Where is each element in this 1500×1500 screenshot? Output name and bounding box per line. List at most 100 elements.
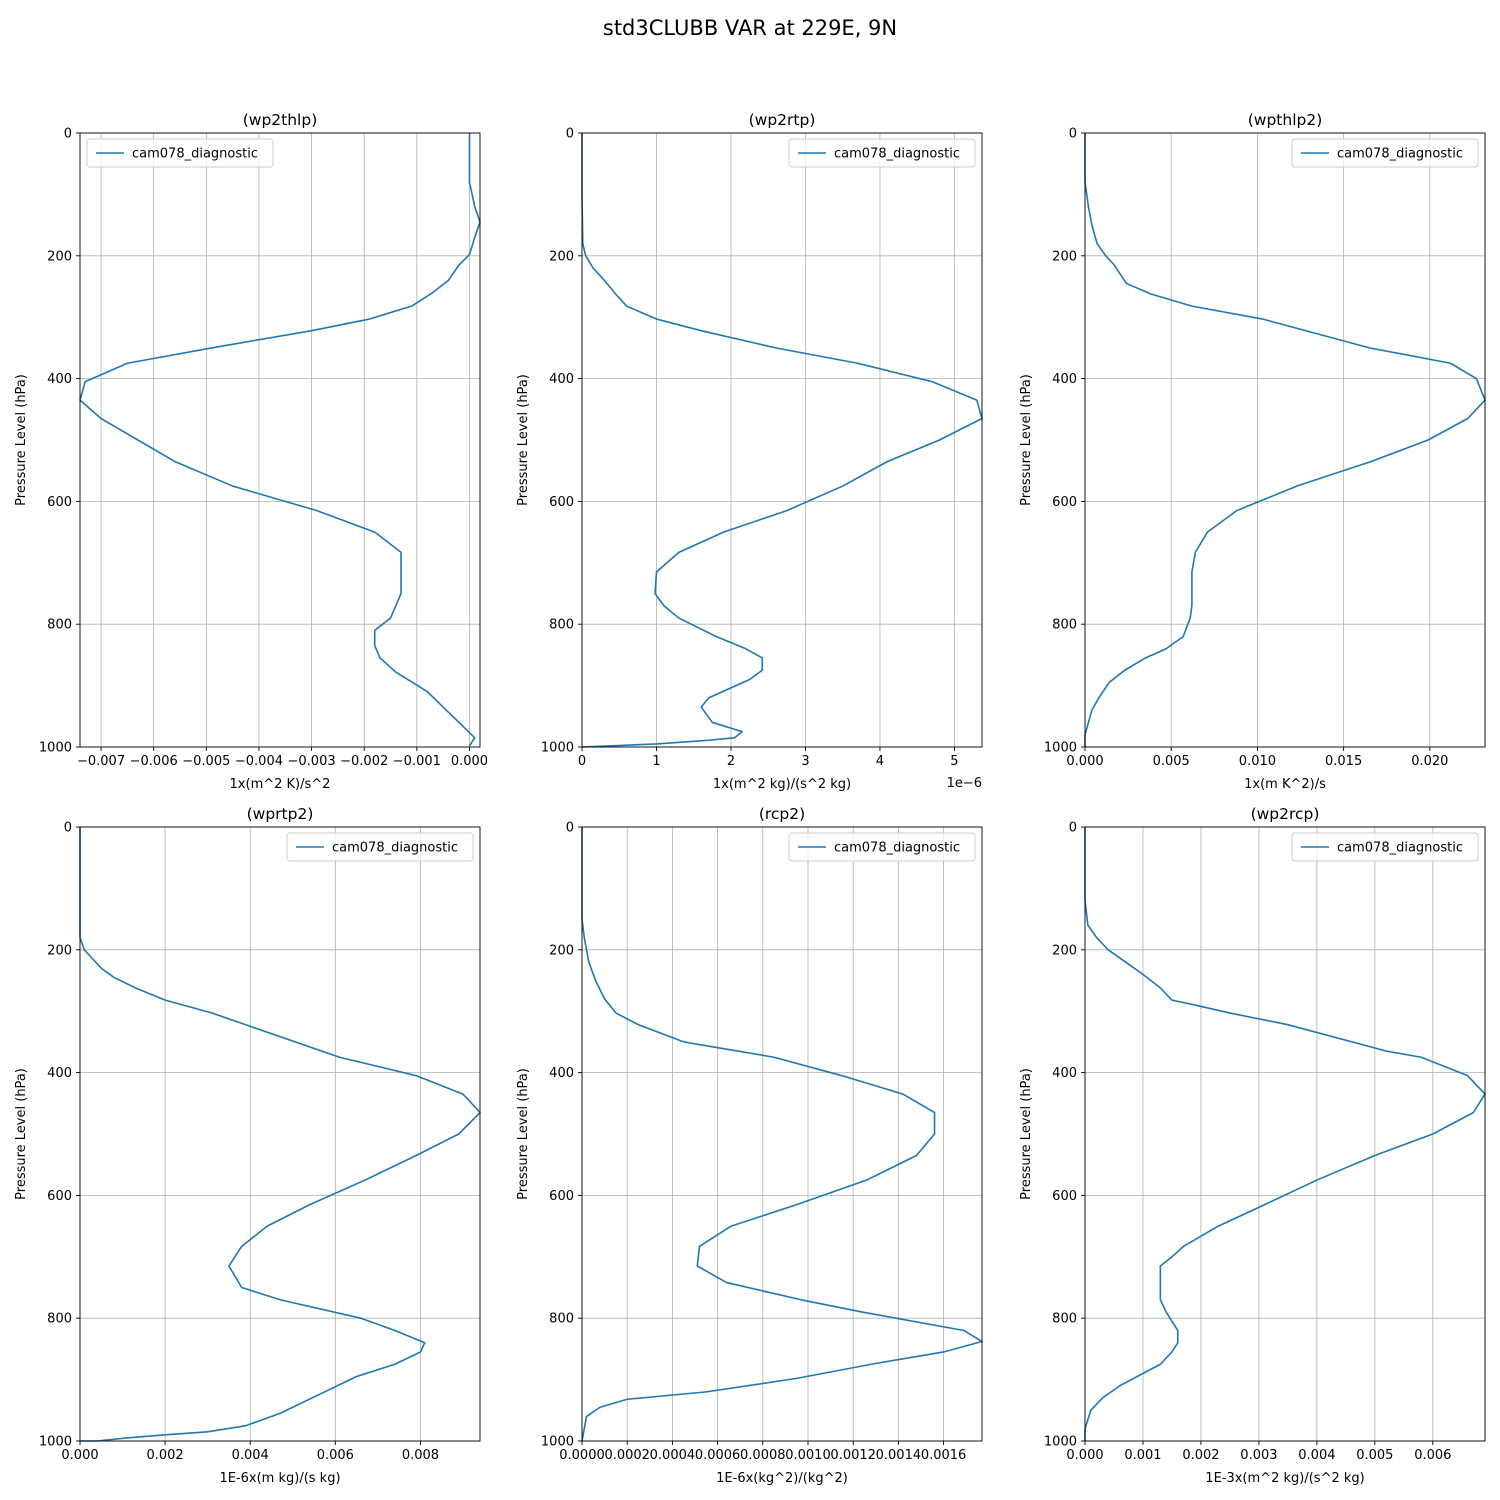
legend: cam078_diagnostic (286, 832, 474, 862)
y-tick-label: 200 (47, 943, 72, 958)
y-tick-label: 0 (64, 821, 72, 836)
x-tick-label: 0.000 (1066, 1448, 1103, 1463)
y-axis-label: Pressure Level (hPa) (14, 1068, 29, 1200)
x-tick-label: 0.0016 (921, 1448, 967, 1463)
x-axis-label: 1E-6x(m kg)/(s kg) (219, 1471, 340, 1486)
x-tick-label: 0.0000 (559, 1448, 605, 1463)
x-tick-label: −0.007 (77, 754, 125, 769)
series-line (581, 827, 983, 1442)
legend-label: cam078_diagnostic (332, 841, 458, 856)
x-axis-label: 1x(m^2 kg)/(s^2 kg) (713, 777, 851, 792)
axes-frame (581, 132, 983, 748)
y-tick-label: 1000 (39, 1435, 72, 1450)
series-line (79, 133, 481, 747)
axes-frame (581, 826, 983, 1442)
chart-title: (wp2rcp) (1251, 805, 1320, 823)
chart-title: (rcp2) (759, 805, 805, 823)
series-line (79, 827, 481, 1442)
series-line (1084, 133, 1486, 747)
x-tick-label: −0.001 (393, 754, 441, 769)
y-tick-label: 800 (1052, 618, 1077, 633)
y-tick-label: 800 (1052, 1312, 1077, 1327)
chart-title: (wp2thlp) (243, 111, 318, 129)
x-tick-label: −0.005 (182, 754, 230, 769)
axes-frame (79, 826, 481, 1442)
chart-panel: 0.0000 0.0002 0.0004 0.0006 0.0008 0.0010 0.00… (516, 805, 983, 1486)
y-tick-label: 0 (1069, 127, 1077, 142)
y-tick-label: 200 (549, 249, 574, 264)
y-tick-label: 1000 (39, 741, 72, 756)
x-tick-label: 0.002 (1182, 1448, 1219, 1463)
legend-box (1291, 138, 1479, 168)
x-axis-label: 1E-3x(m^2 kg)/(s^2 kg) (1205, 1471, 1364, 1486)
legend-label: cam078_diagnostic (1337, 841, 1463, 856)
y-tick-label: 600 (549, 495, 574, 510)
y-tick-label: 600 (47, 495, 72, 510)
chart-title: (wprtp2) (247, 805, 314, 823)
y-tick-label: 400 (549, 1066, 574, 1081)
y-axis-label: Pressure Level (hPa) (14, 374, 29, 506)
chart-panel: 0.000 0.001 0.002 0.003 0.004 0.005 0.006 0 200 4… (1019, 805, 1486, 1486)
x-tick-label: 4 (876, 754, 884, 769)
x-tick-label: 0.005 (1153, 754, 1190, 769)
x-tick-label: 0.001 (1124, 1448, 1161, 1463)
legend-box (788, 832, 976, 862)
y-tick-label: 800 (47, 1312, 72, 1327)
y-tick-label: 1000 (541, 1435, 574, 1450)
x-tick-label: 5 (950, 754, 958, 769)
x-tick-label: 0.002 (146, 1448, 183, 1463)
x-tick-label: 2 (727, 754, 735, 769)
x-tick-label: 1 (652, 754, 660, 769)
y-axis-label: Pressure Level (hPa) (1019, 1068, 1034, 1200)
y-tick-label: 600 (549, 1189, 574, 1204)
x-tick-label: −0.002 (340, 754, 388, 769)
x-tick-label: 0.006 (317, 1448, 354, 1463)
chart-panel: 0.000 0.005 0.010 0.015 0.020 0 200 400 600 800 10… (1019, 111, 1486, 792)
y-tick-label: 800 (549, 1312, 574, 1327)
x-tick-label: 0.0002 (604, 1448, 650, 1463)
legend-label: cam078_diagnostic (1337, 147, 1463, 162)
x-axis-label: 1x(m K^2)/s (1244, 777, 1326, 792)
y-tick-label: 600 (1052, 495, 1077, 510)
x-tick-label: −0.004 (235, 754, 283, 769)
y-tick-label: 600 (47, 1189, 72, 1204)
chart-title: (wp2rtp) (749, 111, 816, 129)
chart-panel: 0 1 2 3 4 5 0 200 400 600 800 1000 (wp2rtp) 1x(m^2 kg… (516, 111, 983, 792)
y-tick-label: 200 (1052, 943, 1077, 958)
y-tick-label: 1000 (1044, 741, 1077, 756)
y-tick-label: 1000 (1044, 1435, 1077, 1450)
y-tick-label: 0 (64, 127, 72, 142)
chart-panel: 0.000 0.002 0.004 0.006 0.008 0 200 400 600 800 10… (14, 805, 481, 1486)
x-tick-label: 0.015 (1325, 754, 1362, 769)
x-tick-label: −0.003 (288, 754, 336, 769)
x-tick-label: 0.000 (451, 754, 488, 769)
x-axis-label: 1x(m^2 K)/s^2 (230, 777, 331, 792)
y-tick-label: 800 (47, 618, 72, 633)
y-tick-label: 800 (549, 618, 574, 633)
y-tick-label: 0 (1069, 821, 1077, 836)
x-axis-label: 1E-6x(kg^2)/(kg^2) (716, 1471, 848, 1486)
y-tick-label: 400 (549, 372, 574, 387)
y-tick-label: 400 (47, 372, 72, 387)
axes-frame (1084, 132, 1486, 748)
legend-box (86, 138, 274, 168)
y-tick-label: 1000 (541, 741, 574, 756)
y-tick-label: 200 (1052, 249, 1077, 264)
x-tick-label: 0.0010 (785, 1448, 831, 1463)
legend-box (1291, 832, 1479, 862)
y-tick-label: 200 (549, 943, 574, 958)
y-tick-label: 0 (566, 821, 574, 836)
x-tick-label: 0.006 (1414, 1448, 1451, 1463)
y-tick-label: 0 (566, 127, 574, 142)
y-tick-label: 200 (47, 249, 72, 264)
x-tick-label: 0.000 (1066, 754, 1103, 769)
y-tick-label: 400 (1052, 1066, 1077, 1081)
x-tick-label: 0.008 (402, 1448, 439, 1463)
x-tick-label: 0.003 (1240, 1448, 1277, 1463)
x-tick-label: 0.010 (1239, 754, 1276, 769)
legend-label: cam078_diagnostic (132, 147, 258, 162)
chart-panel: −0.007 −0.006 −0.005 −0.004 −0.003 −0.002 −0.0… (14, 111, 488, 792)
x-tick-label: 0.0006 (695, 1448, 741, 1463)
chart-title: (wpthlp2) (1248, 111, 1323, 129)
